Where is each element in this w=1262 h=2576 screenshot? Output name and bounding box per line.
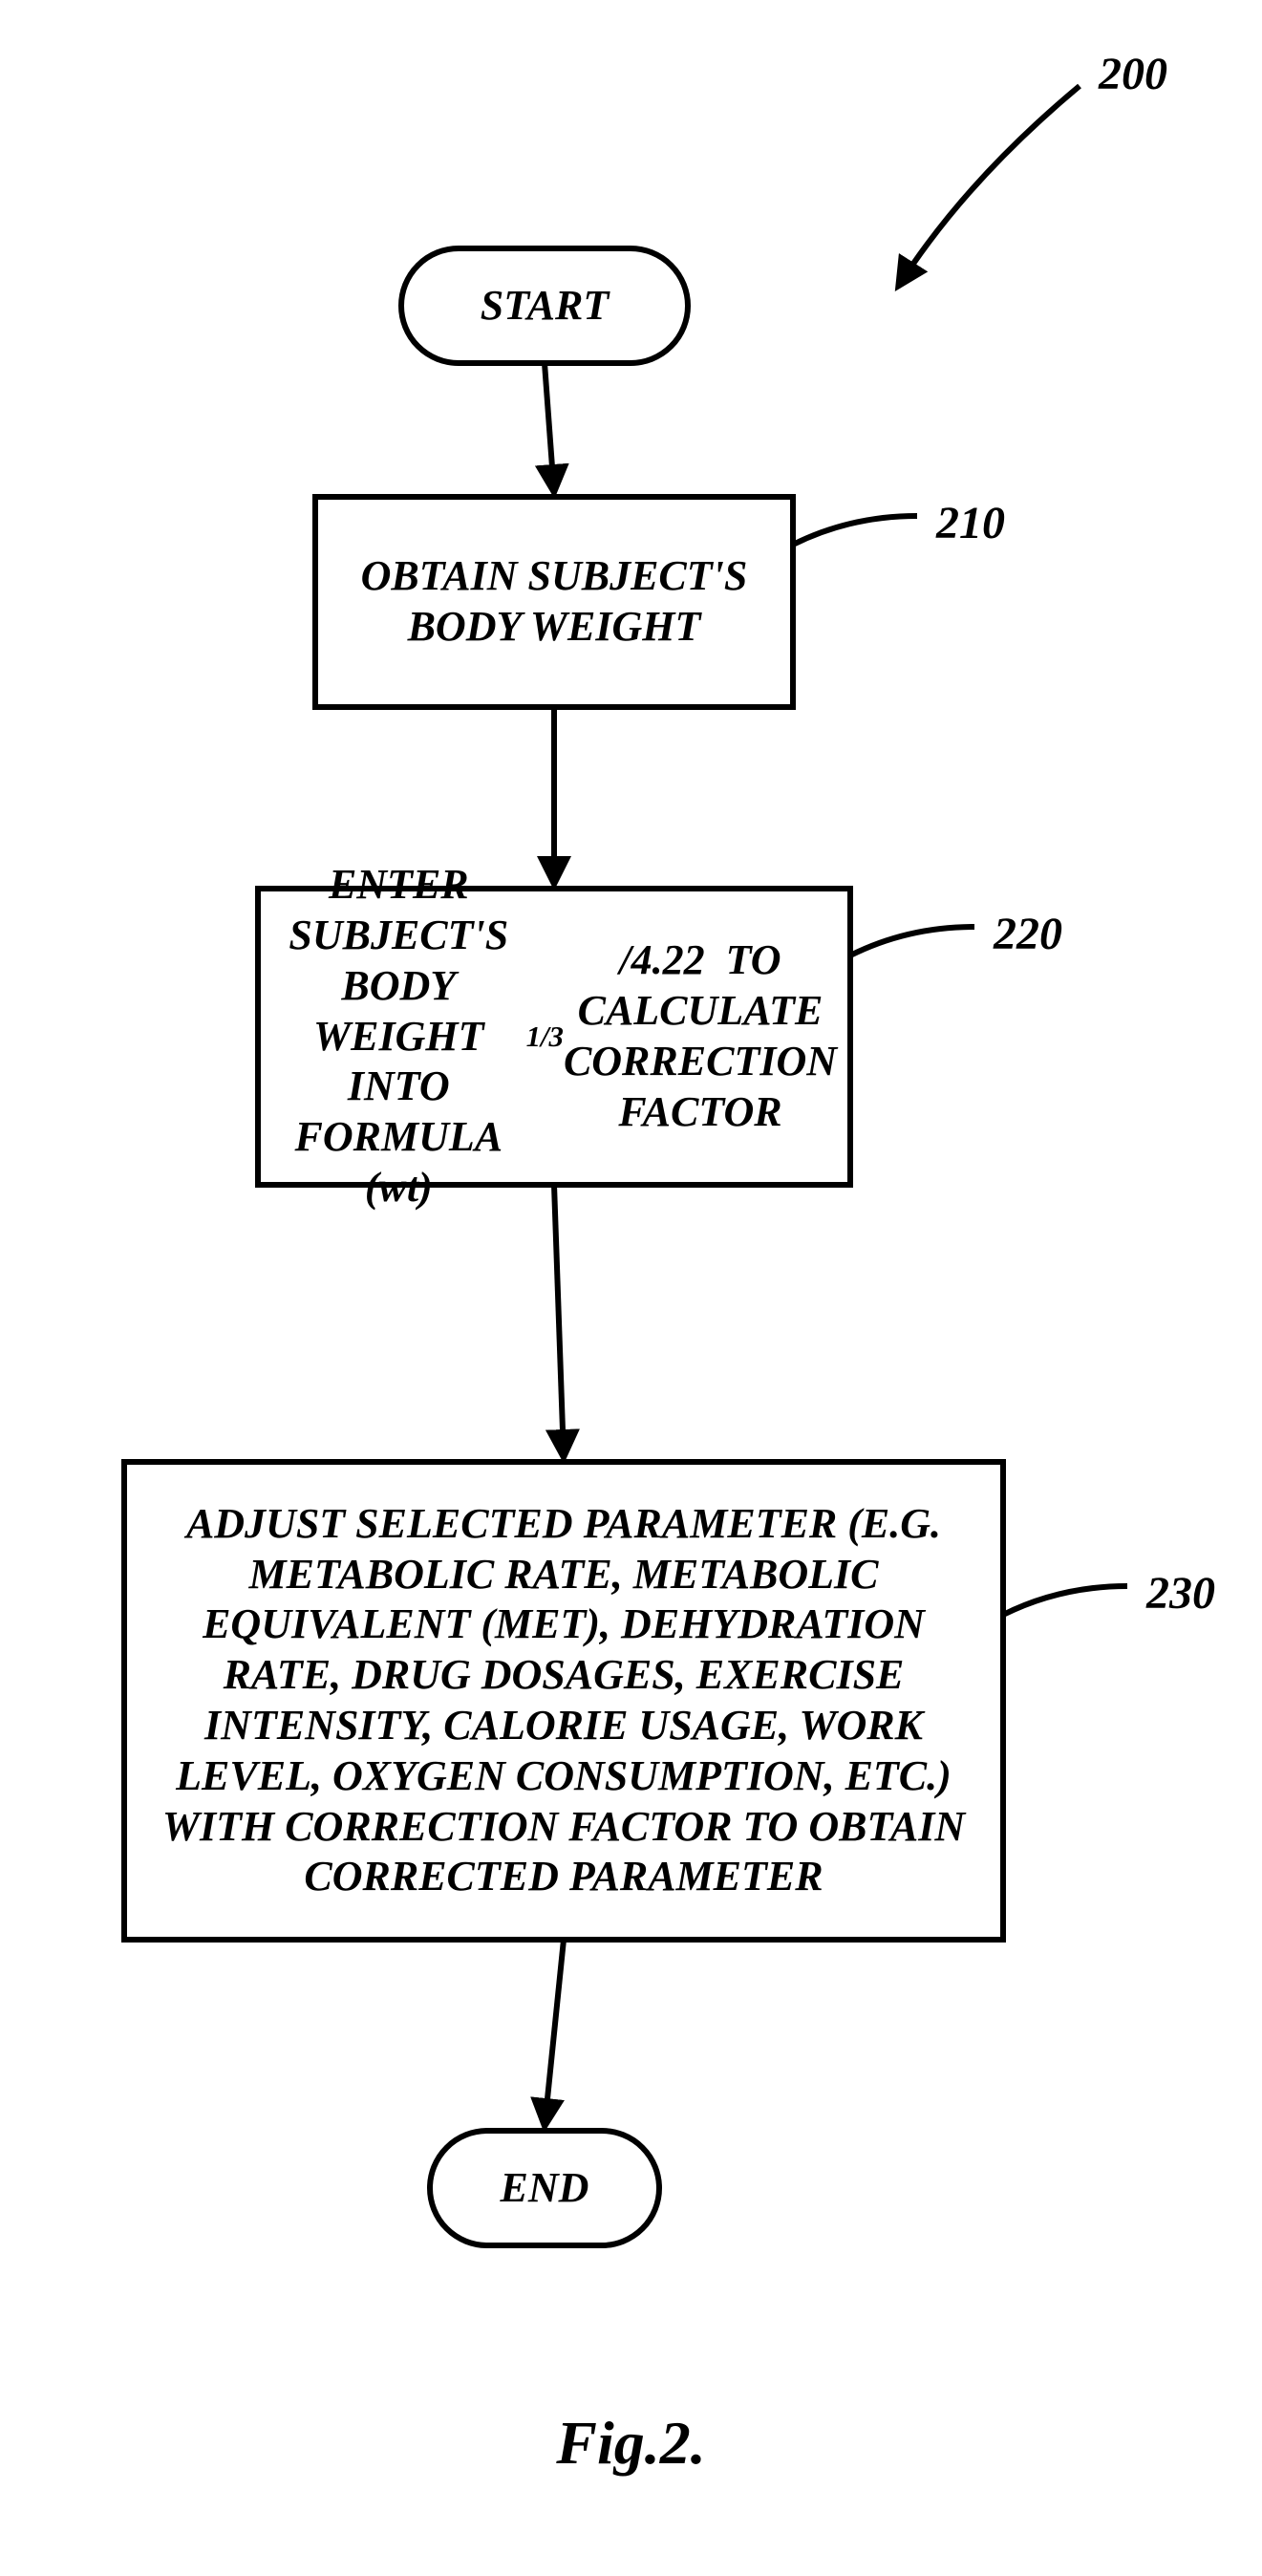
step-210-text: OBTAIN SUBJECT'SBODY WEIGHT bbox=[315, 497, 793, 707]
step-210-label: 210 bbox=[936, 497, 1005, 549]
step-220-label: 220 bbox=[994, 908, 1062, 960]
end-node-text: END bbox=[430, 2131, 659, 2245]
figure-id-label: 200 bbox=[1099, 48, 1167, 100]
step-220-text: ENTER SUBJECT'S BODYWEIGHT INTOFORMULA (… bbox=[258, 889, 850, 1185]
step-230-text: ADJUST SELECTED PARAMETER (E.G.METABOLIC… bbox=[124, 1462, 1003, 1940]
start-node-text: START bbox=[401, 248, 688, 363]
step-230-label: 230 bbox=[1146, 1567, 1215, 1620]
figure-caption: Fig.2. bbox=[0, 2408, 1262, 2479]
